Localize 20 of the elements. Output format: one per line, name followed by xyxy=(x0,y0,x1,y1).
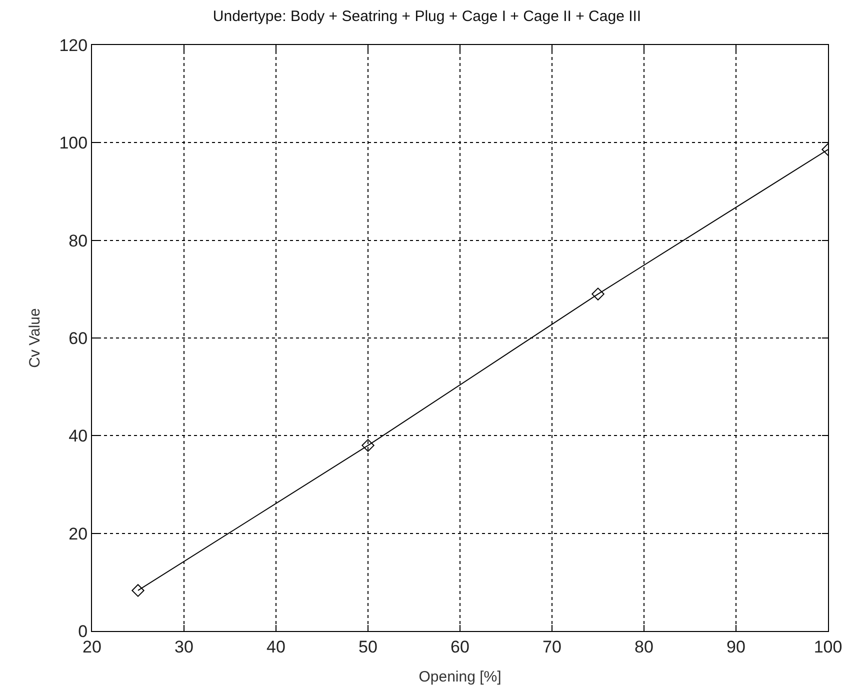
x-tick-label: 70 xyxy=(542,637,562,656)
chart-title: Undertype: Body + Seatring + Plug + Cage I + Cage II + Cage III xyxy=(212,8,642,25)
x-tick-label: 100 xyxy=(814,637,842,656)
y-axis-title: Cv Value xyxy=(26,308,44,368)
x-tick-label: 60 xyxy=(450,637,470,656)
y-tick-label: 40 xyxy=(68,426,88,446)
x-tick-label: 90 xyxy=(726,637,746,656)
y-tick-label: 20 xyxy=(68,524,88,544)
x-tick-label: 80 xyxy=(634,637,654,656)
point xyxy=(592,288,604,300)
x-tick-label: 30 xyxy=(174,637,194,656)
y-tick-label: 60 xyxy=(68,328,88,348)
y-tick-label: 80 xyxy=(68,231,88,250)
x-tick-label: 40 xyxy=(266,637,286,656)
x-axis-title: Opening [%] xyxy=(418,668,502,686)
point xyxy=(132,584,144,597)
y-tick-label: 100 xyxy=(59,134,88,153)
point xyxy=(362,439,374,452)
x-tick-label: 50 xyxy=(358,637,378,656)
y-tick-label: 120 xyxy=(59,36,88,55)
